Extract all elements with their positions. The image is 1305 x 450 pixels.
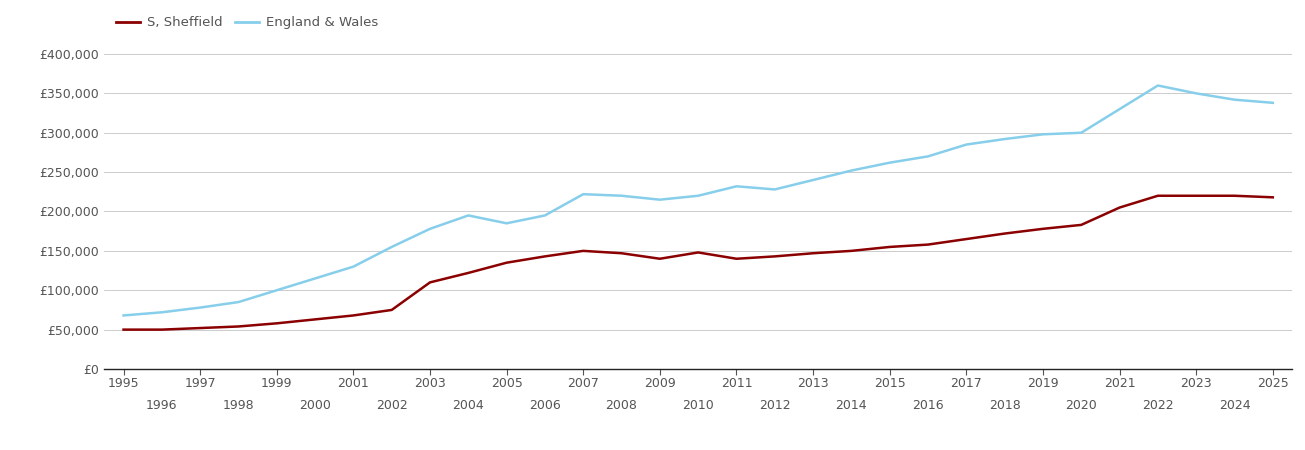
Legend: S, Sheffield, England & Wales: S, Sheffield, England & Wales <box>111 11 384 35</box>
